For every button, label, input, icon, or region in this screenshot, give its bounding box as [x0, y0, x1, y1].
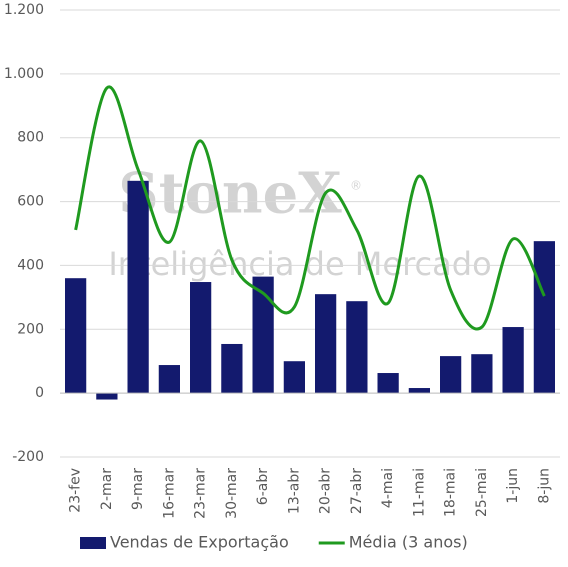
bar	[440, 356, 462, 394]
watermark-mark: ®	[350, 179, 362, 193]
x-tick-label: 9-mar	[130, 468, 146, 510]
x-tick-label: 8-jun	[536, 468, 552, 504]
bar	[190, 282, 212, 394]
x-tick-label: 30-mar	[224, 468, 240, 519]
x-tick-label: 4-mai	[380, 468, 396, 508]
x-tick-label: 20-abr	[318, 468, 334, 514]
y-tick-label: 400	[17, 257, 44, 273]
line	[74, 85, 546, 331]
x-tick-label: 6-abr	[255, 468, 271, 505]
x-tick-label: 18-mai	[443, 468, 459, 517]
watermark-subtitle: Inteligência de Mercado	[108, 245, 491, 283]
bar	[96, 393, 118, 400]
bar	[502, 327, 524, 394]
bar	[408, 388, 430, 394]
x-tick-label: 23-fev	[68, 468, 84, 513]
x-tick-label: 23-mar	[193, 468, 209, 519]
bar	[65, 278, 87, 394]
bar	[283, 361, 305, 394]
bar	[471, 354, 493, 394]
x-tick-label: 25-mai	[474, 468, 490, 517]
y-tick-label: 800	[17, 130, 44, 146]
bar	[377, 373, 399, 394]
legend-label: Média (3 anos)	[349, 533, 468, 552]
y-tick-label: 1.200	[4, 2, 44, 18]
x-tick-label: 1-jun	[505, 468, 521, 504]
bar	[221, 343, 243, 394]
bar	[158, 365, 180, 394]
y-tick-label: -200	[12, 449, 44, 465]
watermark-brand: StoneX	[118, 161, 342, 227]
x-tick-label: 13-abr	[286, 468, 302, 514]
legend-label: Vendas de Exportação	[110, 533, 289, 552]
bar	[252, 276, 274, 394]
bar	[127, 180, 149, 394]
bar	[346, 301, 368, 394]
x-tick-label: 16-mar	[161, 468, 177, 519]
y-tick-label: 600	[17, 194, 44, 210]
x-tick-label: 11-mai	[411, 468, 427, 517]
x-tick-label: 27-abr	[349, 468, 365, 514]
bar	[315, 294, 337, 394]
legend-swatch	[80, 537, 106, 549]
plot: -200 0 200 400 600 800 1.000 1.200 23-fev 2-mar 9-…	[4, 2, 560, 552]
bar	[533, 241, 555, 394]
y-tick-label: 0	[35, 385, 44, 401]
y-tick-label: 200	[17, 321, 44, 337]
x-tick-label: 2-mar	[99, 468, 115, 510]
y-tick-label: 1.000	[4, 66, 44, 82]
